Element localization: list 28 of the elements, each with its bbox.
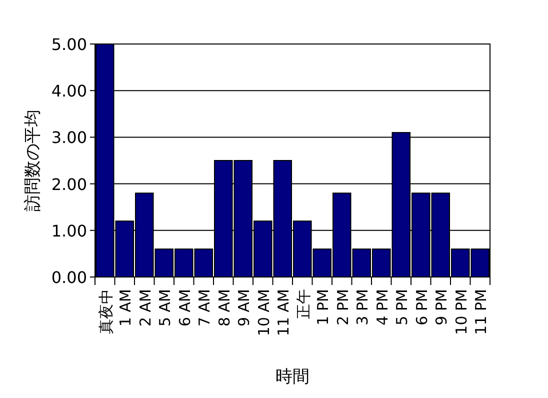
x-tick-label: 10 AM: [254, 289, 273, 336]
y-tick-label: 2.00: [51, 174, 87, 194]
y-axis-title: 訪問数の平均: [23, 110, 43, 212]
x-tick-label: 2 AM: [136, 289, 154, 327]
y-tick-label: 1.00: [51, 221, 87, 240]
x-tick-label: 11 PM: [472, 289, 490, 335]
y-tick-label: 5.00: [51, 35, 87, 54]
y-tick-label: 4.00: [51, 82, 87, 101]
x-tick-label: 2 PM: [334, 289, 352, 326]
x-tick-label: 8 AM: [215, 289, 234, 327]
x-axis-title: 時間: [276, 367, 310, 387]
x-tick-label: 5 AM: [156, 289, 174, 327]
y-tick-label: 0.00: [51, 268, 87, 287]
x-tick-label: 3 PM: [354, 289, 372, 326]
x-tick-label: 6 AM: [176, 289, 194, 327]
x-tick-label: 正午: [294, 289, 312, 319]
x-tick-label: 11 AM: [274, 289, 293, 336]
y-tick-label: 3.00: [51, 128, 87, 148]
x-tick-label: 6 PM: [412, 289, 431, 326]
x-tick-label: 5 PM: [393, 289, 412, 326]
x-tick-label: 1 PM: [314, 289, 332, 326]
x-tick-label: 10 PM: [452, 289, 470, 335]
x-tick-label: 真夜中: [96, 289, 115, 334]
x-tick-label: 9 AM: [235, 289, 254, 327]
x-tick-label: 7 AM: [196, 289, 214, 327]
x-tick-label: 1 AM: [116, 289, 135, 327]
x-tick-label: 9 PM: [432, 289, 451, 326]
x-tick-label: 4 PM: [373, 289, 392, 326]
